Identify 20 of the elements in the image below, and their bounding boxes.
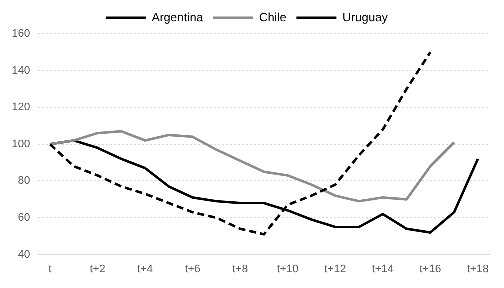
y-tick-label: 40: [18, 248, 30, 261]
x-tick-label: t+10: [277, 263, 299, 276]
x-tick-label: t+4: [138, 263, 154, 276]
y-tick-label: 100: [12, 138, 30, 150]
y-tick-label: 140: [12, 64, 30, 77]
x-tick-label: t+8: [232, 263, 248, 276]
legend-label: Chile: [259, 10, 288, 24]
x-tick-label: t+6: [185, 263, 201, 276]
x-tick-label: t+16: [420, 263, 442, 276]
y-tick-label: 60: [18, 212, 30, 224]
x-tick-label: t+12: [324, 263, 346, 276]
x-tick-label: t: [48, 263, 52, 276]
y-tick-label: 120: [12, 102, 30, 114]
legend-label: Argentina: [152, 10, 204, 24]
x-tick-label: t+14: [372, 263, 394, 276]
y-tick-label: 80: [18, 175, 30, 188]
x-tick-label: t+18: [467, 263, 489, 276]
legend-label: Uruguay: [342, 10, 388, 24]
x-tick-label: t+2: [90, 263, 106, 276]
y-tick-label: 160: [12, 28, 30, 40]
